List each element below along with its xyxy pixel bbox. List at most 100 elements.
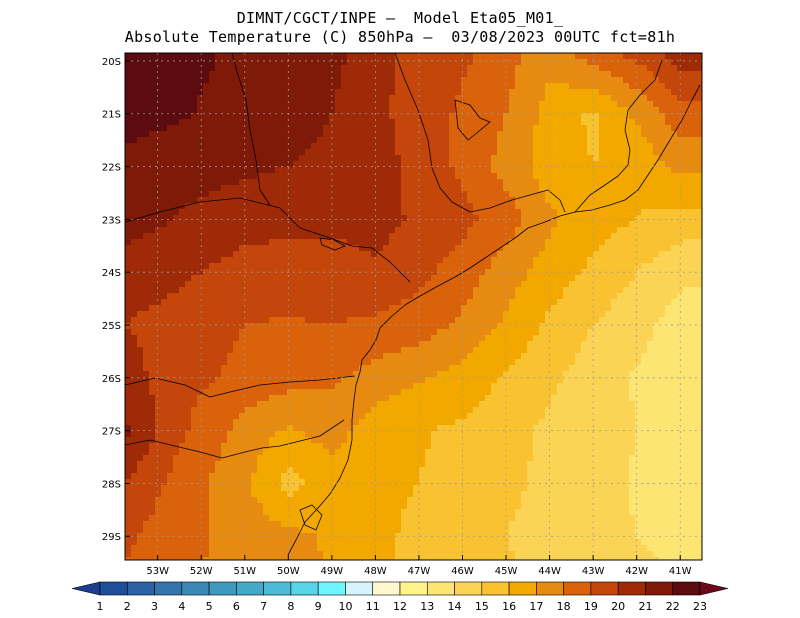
field-cell <box>545 347 552 354</box>
field-cell <box>497 167 504 174</box>
field-cell <box>185 245 192 252</box>
field-cell <box>233 245 240 252</box>
field-cell <box>149 101 156 108</box>
field-cell <box>251 257 258 264</box>
field-cell <box>683 227 690 234</box>
field-cell <box>233 107 240 114</box>
field-cell <box>485 161 492 168</box>
field-cell <box>299 335 306 342</box>
field-cell <box>203 89 210 96</box>
field-cell <box>647 209 654 216</box>
field-cell <box>431 245 438 252</box>
field-cell <box>695 155 702 162</box>
field-cell <box>383 359 390 366</box>
field-cell <box>497 329 504 336</box>
field-cell <box>383 131 390 138</box>
field-cell <box>653 305 660 312</box>
field-cell <box>215 269 222 276</box>
field-cell <box>515 329 522 336</box>
field-cell <box>239 317 246 324</box>
field-cell <box>599 137 606 144</box>
field-cell <box>533 179 540 186</box>
field-cell <box>689 119 696 126</box>
field-cell <box>509 59 516 66</box>
field-cell <box>503 233 510 240</box>
field-cell <box>587 191 594 198</box>
field-cell <box>137 221 144 228</box>
field-cell <box>497 89 504 96</box>
field-cell <box>149 359 156 366</box>
field-cell <box>329 83 336 90</box>
field-cell <box>215 317 222 324</box>
field-cell <box>317 125 324 132</box>
field-cell <box>305 65 312 72</box>
field-cell <box>143 359 150 366</box>
field-cell <box>275 83 282 90</box>
field-cell <box>233 251 240 258</box>
field-cell <box>503 173 510 180</box>
field-cell <box>587 185 594 192</box>
field-cell <box>341 227 348 234</box>
field-cell <box>197 209 204 216</box>
field-cell <box>257 179 264 186</box>
field-cell <box>641 191 648 198</box>
field-cell <box>179 335 186 342</box>
field-cell <box>359 359 366 366</box>
field-cell <box>389 221 396 228</box>
field-cell <box>461 311 468 318</box>
field-cell <box>137 125 144 132</box>
field-cell <box>479 65 486 72</box>
field-cell <box>143 263 150 270</box>
field-cell <box>131 335 138 342</box>
field-cell <box>365 233 372 240</box>
field-cell <box>167 191 174 198</box>
field-cell <box>269 149 276 156</box>
field-cell <box>503 245 510 252</box>
field-cell <box>275 347 282 354</box>
field-cell <box>335 77 342 84</box>
field-cell <box>575 329 582 336</box>
field-cell <box>173 335 180 342</box>
field-cell <box>131 275 138 282</box>
field-cell <box>173 107 180 114</box>
field-cell <box>383 299 390 306</box>
field-cell <box>503 89 510 96</box>
field-cell <box>347 173 354 180</box>
field-cell <box>563 317 570 324</box>
field-cell <box>461 293 468 300</box>
field-cell <box>161 101 168 108</box>
field-cell <box>449 299 456 306</box>
field-cell <box>161 113 168 120</box>
field-cell <box>665 107 672 114</box>
field-cell <box>185 299 192 306</box>
field-cell <box>329 155 336 162</box>
field-cell <box>491 239 498 246</box>
field-cell <box>173 215 180 222</box>
field-cell <box>377 305 384 312</box>
field-cell <box>455 143 462 150</box>
field-cell <box>641 299 648 306</box>
field-cell <box>317 257 324 264</box>
field-cell <box>347 179 354 186</box>
field-cell <box>527 161 534 168</box>
field-cell <box>623 143 630 150</box>
field-cell <box>257 77 264 84</box>
field-cell <box>281 329 288 336</box>
field-cell <box>629 329 636 336</box>
field-cell <box>455 323 462 330</box>
field-cell <box>341 143 348 150</box>
field-cell <box>563 83 570 90</box>
field-cell <box>503 317 510 324</box>
field-cell <box>521 107 528 114</box>
field-cell <box>371 173 378 180</box>
field-cell <box>443 77 450 84</box>
field-cell <box>467 347 474 354</box>
field-cell <box>617 161 624 168</box>
field-cell <box>335 167 342 174</box>
field-cell <box>365 89 372 96</box>
field-cell <box>185 65 192 72</box>
field-cell <box>455 245 462 252</box>
field-cell <box>521 251 528 258</box>
field-cell <box>623 251 630 258</box>
